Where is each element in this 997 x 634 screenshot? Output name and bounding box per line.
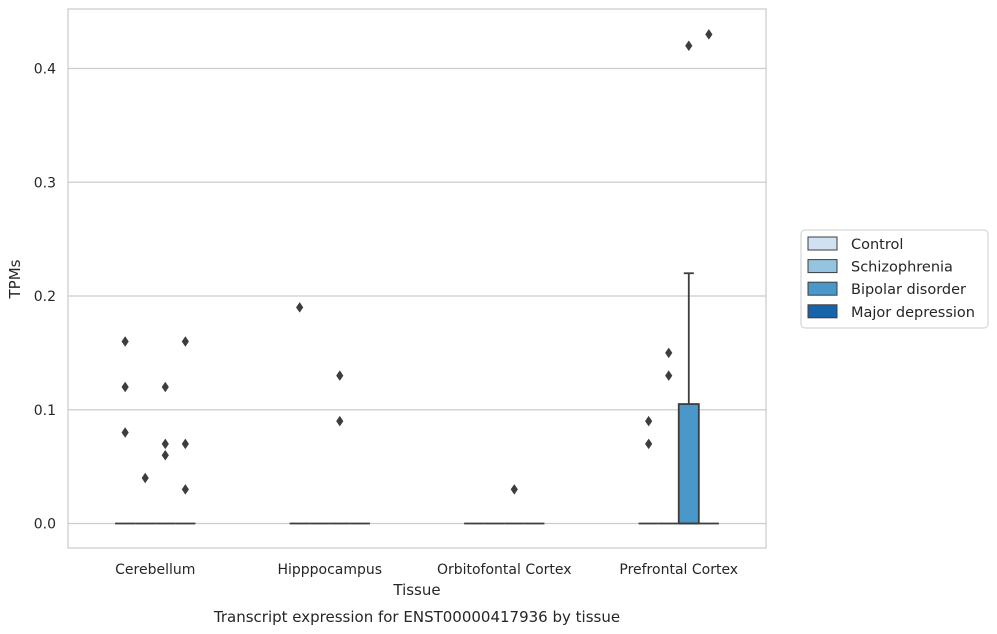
x-axis-ticks: Cerebellum Hipppocampus Orbitofontal Corte…	[115, 562, 738, 578]
outlier-point	[181, 438, 189, 450]
outlier-point	[645, 438, 653, 450]
x-tick-label: Orbitofontal Cortex	[437, 562, 572, 578]
legend-swatch	[807, 304, 838, 319]
y-tick-label: 0.3	[34, 175, 56, 191]
outlier-point	[141, 472, 149, 484]
boxes	[115, 272, 719, 525]
outlier-point	[181, 336, 189, 347]
outlier-point	[296, 302, 304, 313]
y-tick-label: 0.0	[34, 517, 56, 533]
x-axis-label: Tissue	[392, 581, 440, 599]
y-axis-label: TPMs	[6, 259, 24, 299]
legend-label: Bipolar disorder	[851, 282, 966, 298]
outlier-point	[161, 438, 169, 450]
legend-swatch	[807, 259, 838, 274]
legend-swatch	[807, 236, 838, 251]
y-tick-label: 0.2	[34, 289, 56, 305]
x-tick-label: Prefrontal Cortex	[619, 562, 738, 578]
y-tick-label: 0.1	[34, 403, 56, 419]
plot-frame	[67, 8, 767, 549]
outlier-point	[336, 415, 344, 427]
outlier-point	[665, 370, 673, 381]
chart-title: Transcript expression for ENST0000041793…	[213, 608, 620, 626]
outlier-point	[685, 40, 693, 51]
x-tick-label: Hipppocampus	[277, 562, 382, 578]
outlier-point	[161, 450, 169, 461]
y-axis-ticks: 0.0 0.1 0.2 0.3 0.4	[34, 62, 56, 533]
outliers	[121, 29, 713, 495]
outlier-point	[645, 415, 653, 427]
x-tick-label: Cerebellum	[115, 562, 195, 578]
legend-label: Major depression	[851, 305, 975, 321]
outlier-point	[336, 370, 344, 381]
legend-label: Control	[851, 237, 903, 253]
outlier-point	[121, 336, 129, 347]
box-body	[677, 403, 700, 525]
outlier-point	[510, 484, 518, 495]
outlier-point	[181, 484, 189, 495]
outlier-point	[705, 29, 713, 40]
outlier-point	[121, 427, 129, 438]
legend-swatch	[807, 281, 838, 296]
outlier-point	[121, 381, 129, 393]
plot-area	[68, 9, 766, 548]
legend-label: Schizophrenia	[851, 260, 953, 276]
outlier-point	[665, 347, 673, 359]
box-bipolar-disorder	[677, 272, 700, 525]
legend: Control Schizophrenia Bipolar disorder Majo…	[800, 229, 989, 329]
y-tick-label: 0.4	[34, 62, 56, 78]
outlier-point	[161, 381, 169, 393]
legend-frame	[800, 229, 989, 329]
